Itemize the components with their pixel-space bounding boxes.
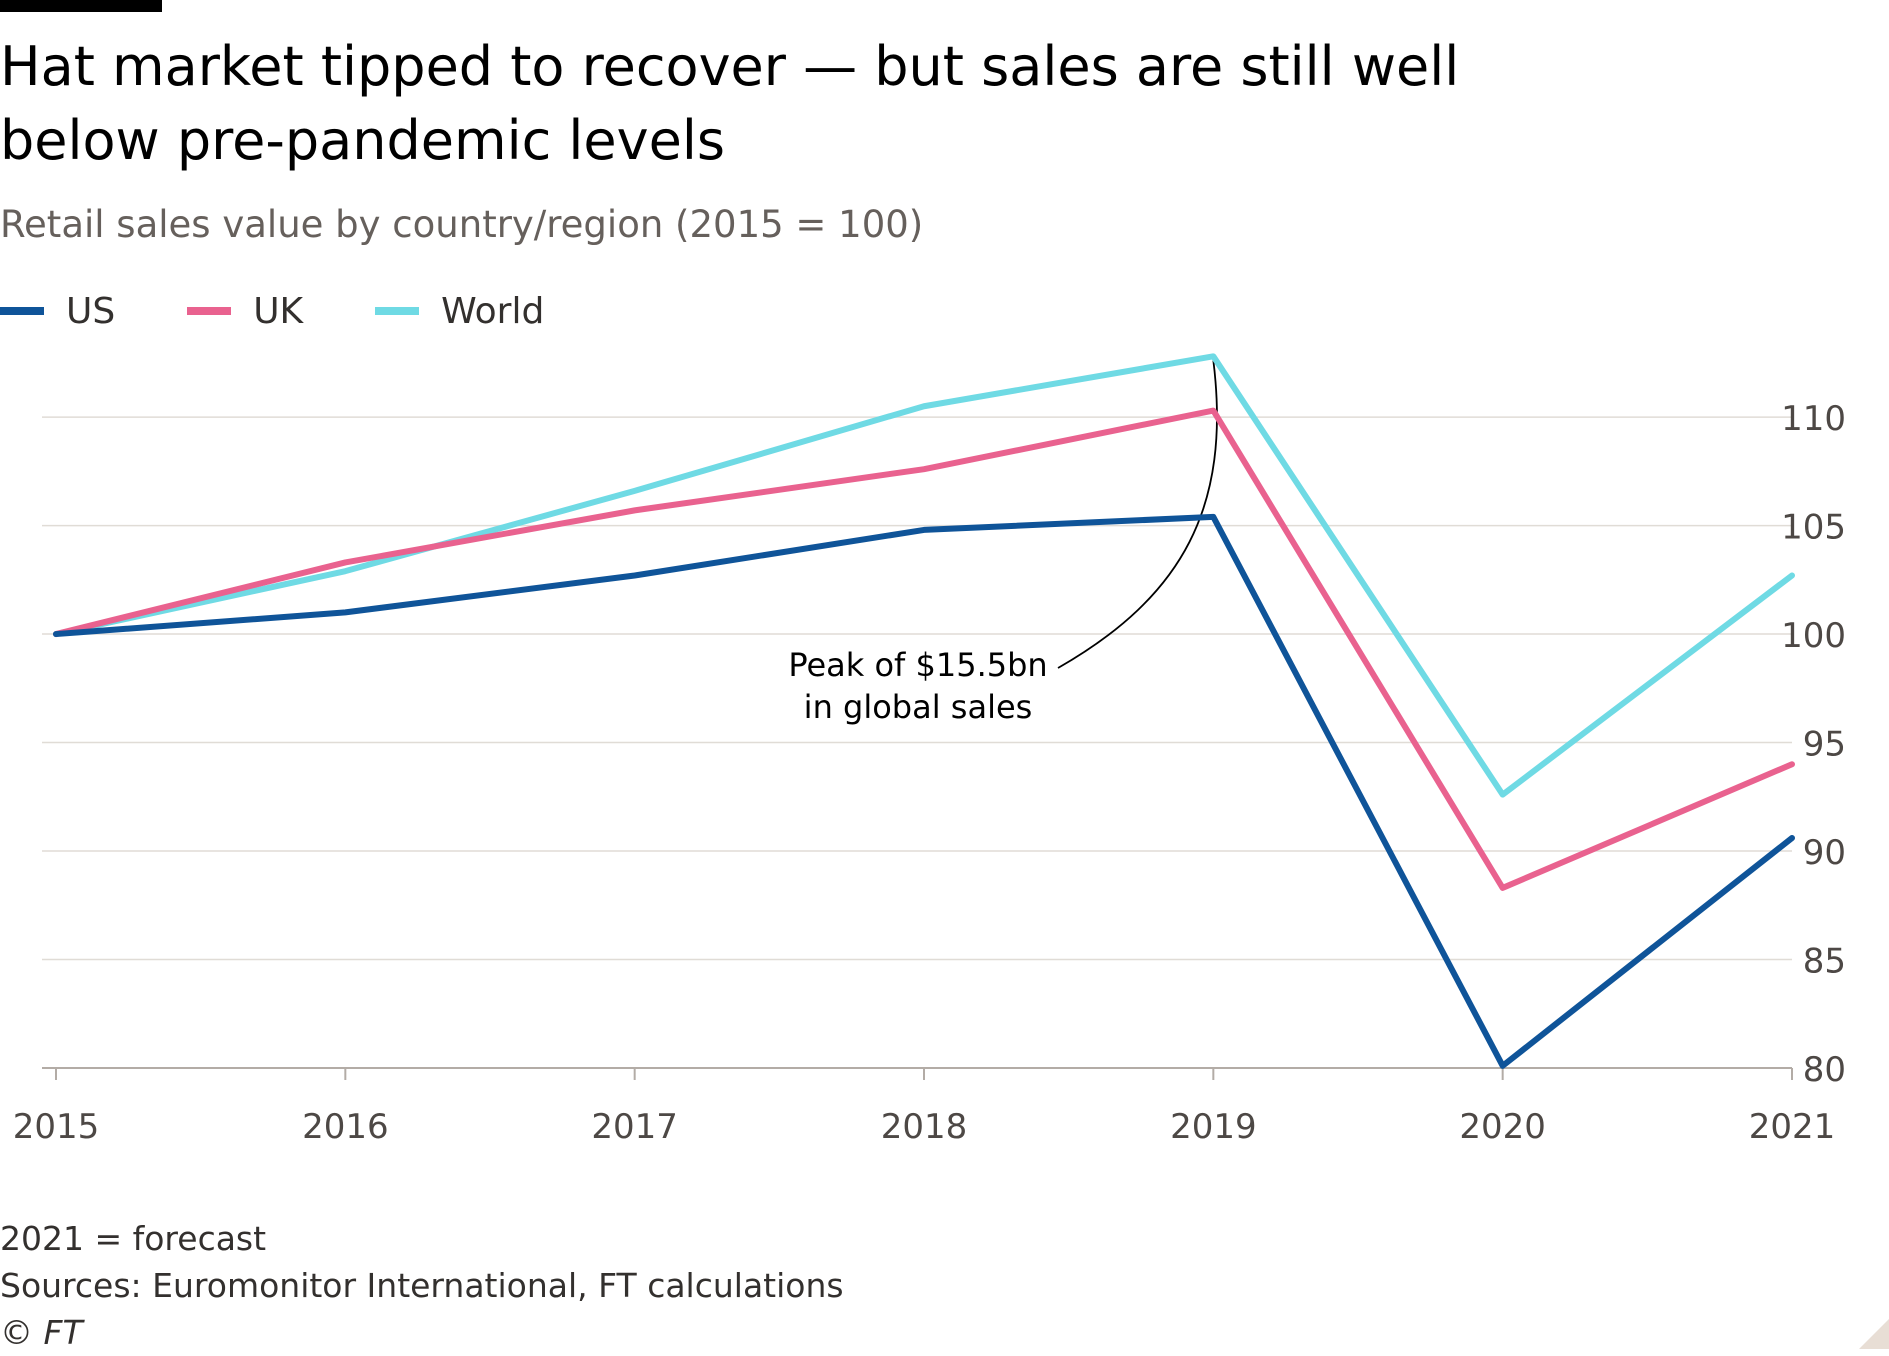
y-tick-label-85: 85 — [1803, 942, 1846, 982]
x-tick-label-2020: 2020 — [1459, 1107, 1546, 1147]
x-tick-label-2021: 2021 — [1749, 1107, 1836, 1147]
chart-title: Hat market tipped to recover — but sales… — [0, 35, 1460, 172]
x-tick-label-2015: 2015 — [13, 1107, 100, 1147]
legend-swatch-world — [375, 307, 420, 315]
x-tick-label-2018: 2018 — [881, 1107, 968, 1147]
x-tick-label-2019: 2019 — [1170, 1107, 1257, 1147]
y-tick-label-90: 90 — [1803, 833, 1846, 873]
annotation-text: Peak of $15.5bn in global sales — [788, 646, 1047, 726]
axis-layer: 80 85 90 95 100 105 110 2015 2016 2017 2018 2019 202… — [13, 399, 1846, 1147]
sources-note: Sources: Euromonitor International, FT c… — [0, 1266, 844, 1305]
legend-label-us: US — [66, 290, 116, 332]
grid-layer — [42, 416, 1792, 961]
series-line-us — [53, 513, 1795, 1069]
top-accent-bar — [0, 0, 162, 12]
annotation-layer: Peak of $15.5bn in global sales — [788, 360, 1218, 726]
series-layer — [53, 353, 1795, 1069]
x-tick-label-2016: 2016 — [302, 1107, 389, 1147]
forecast-note: 2021 = forecast — [0, 1219, 267, 1258]
y-tick-label-105: 105 — [1781, 508, 1846, 548]
legend-item-us: US — [0, 291, 115, 332]
corner-fold — [1859, 1319, 1889, 1349]
legend-label-uk: UK — [253, 290, 304, 332]
y-tick-label-80: 80 — [1803, 1050, 1846, 1090]
x-tick-label-2017: 2017 — [591, 1107, 678, 1147]
legend-item-uk: UK — [187, 291, 303, 332]
chart-subtitle: Retail sales value by country/region (20… — [0, 203, 924, 246]
legend-label-world: World — [441, 290, 545, 332]
series-line-uk — [53, 407, 1795, 891]
annotation-line-1: Peak of $15.5bn — [788, 646, 1047, 684]
y-tick-label-100: 100 — [1781, 616, 1846, 656]
annotation-line-2: in global sales — [804, 688, 1033, 726]
legend-swatch-us — [0, 307, 44, 315]
legend-item-world: World — [375, 291, 544, 332]
annotation-connector — [1057, 360, 1218, 669]
footer: 2021 = forecast Sources: Euromonitor Int… — [0, 1215, 844, 1356]
legend-swatch-uk — [187, 307, 232, 315]
y-tick-label-110: 110 — [1781, 399, 1846, 439]
legend: US UK World — [0, 286, 616, 336]
series-line-world — [53, 353, 1795, 798]
line-chart: 80 85 90 95 100 105 110 2015 2016 2017 2018 2019 202… — [13, 353, 1846, 1147]
y-tick-label-95: 95 — [1803, 725, 1846, 765]
copyright-note: © FT — [0, 1313, 83, 1352]
